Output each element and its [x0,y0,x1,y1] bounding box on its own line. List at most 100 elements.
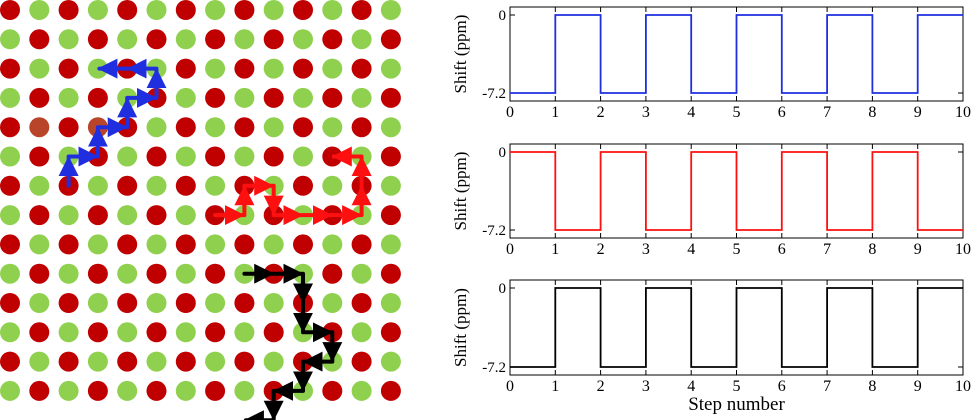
x-tick-label: 1 [551,378,559,395]
lattice-site [146,0,167,20]
lattice-site [234,322,255,343]
lattice-site [234,146,255,167]
lattice-site [380,380,401,401]
lattice-site [293,117,313,138]
lattice-site [205,0,226,20]
x-tick-label: 5 [733,104,741,121]
x-tick-label: 5 [733,378,741,395]
lattice-walks [58,58,372,420]
lattice-site [380,146,401,167]
lattice-site [0,322,20,343]
lattice-site [117,205,138,226]
lattice-site [351,0,372,20]
lattice-site [380,322,401,343]
x-tick-label: 8 [868,104,876,121]
lattice-site [29,234,50,255]
lattice-site [351,117,372,138]
lattice-site [322,263,343,284]
lattice-site [234,380,255,401]
lattice-site [0,234,20,255]
lattice-site [175,263,196,284]
lattice-site [175,58,196,79]
x-tick-label: 9 [914,241,922,258]
lattice-site [293,29,313,50]
lattice-site [146,146,167,167]
x-tick-label: 0 [506,104,514,121]
lattice-site [0,263,20,284]
lattice-site [0,87,20,108]
lattice-site [87,29,108,50]
lattice-site [117,29,138,50]
lattice-site [351,380,372,401]
lattice-site [58,29,79,50]
lattice-site [0,29,20,50]
lattice-site [87,234,108,255]
lattice-site [58,0,79,20]
x-tick-label: 10 [955,241,971,258]
lattice-site [146,380,167,401]
lattice-site [263,0,284,20]
lattice-site [351,58,372,79]
lattice-site [0,0,20,20]
lattice-site [175,234,196,255]
lattice-site [234,351,255,372]
lattice-site [175,351,196,372]
lattice-site [380,234,401,255]
lattice-site [117,380,138,401]
x-tick-label: 1 [551,241,559,258]
lattice-site [205,263,226,284]
lattice-site [29,380,50,401]
lattice-site [58,205,79,226]
lattice-site [322,58,343,79]
lattice-site [0,293,20,313]
x-tick-label: 9 [914,104,922,121]
lattice-site [205,117,226,138]
lattice-site [0,58,20,79]
y-tick-label: -7.2 [482,360,506,376]
lattice-site [146,263,167,284]
lattice-site [234,117,255,138]
lattice-site [175,117,196,138]
lattice-site [234,58,255,79]
y-axis-label: Shift (ppm) [451,152,470,231]
x-tick-label: 4 [687,378,695,395]
lattice-site [205,146,226,167]
lattice-site [263,117,284,138]
x-tick-label: 8 [868,241,876,258]
lattice-site [380,87,401,108]
walk-path [58,58,167,188]
lattice-site [117,322,138,343]
lattice-site [322,380,343,401]
lattice-site [175,175,196,196]
lattice-site [380,293,401,313]
lattice-site [29,0,50,20]
lattice-site [117,175,138,196]
lattice-site [29,87,50,108]
lattice-site [205,29,226,50]
x-tick-label: 2 [597,241,605,258]
lattice-site [380,29,401,50]
lattice-site [87,205,108,226]
lattice-site [29,351,50,372]
lattice-site [146,175,167,196]
lattice-site [293,87,313,108]
walk-path [242,263,343,420]
y-axis-label: Shift (ppm) [451,288,470,367]
lattice-site [322,87,343,108]
x-tick-label: 10 [955,378,971,395]
lattice-site [117,351,138,372]
x-tick-label: 6 [778,241,786,258]
lattice-site [175,87,196,108]
lattice-site [234,87,255,108]
lattice-site [351,29,372,50]
lattice-site [263,146,284,167]
lattice-site [146,322,167,343]
lattice-site [58,234,79,255]
y-tick-label: -7.2 [482,86,506,102]
x-tick-label: 8 [868,378,876,395]
y-tick-label: 0 [499,8,507,24]
lattice-site [205,87,226,108]
lattice-site [351,322,372,343]
